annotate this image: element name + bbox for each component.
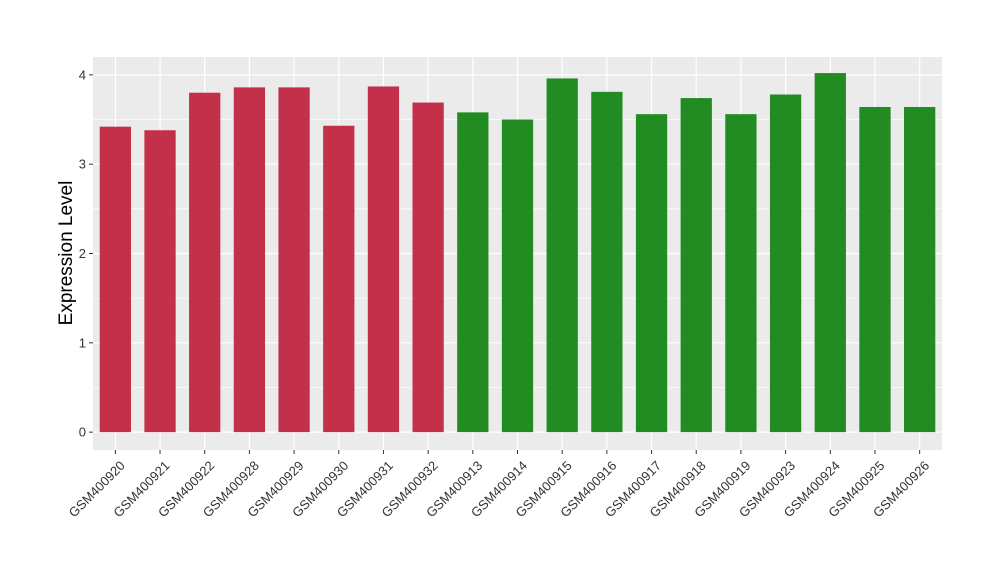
bar-GSM400929 (278, 87, 310, 433)
y-tick-label: 1 (79, 335, 86, 350)
y-tick-label: 0 (79, 425, 86, 440)
bar-GSM400918 (680, 98, 712, 433)
y-axis-title: Expression Level (56, 181, 77, 326)
bar-GSM400913 (457, 112, 489, 433)
bar-GSM400925 (859, 107, 891, 433)
y-tick-label: 2 (79, 246, 86, 261)
bar-GSM400919 (725, 114, 757, 433)
bar-GSM400915 (546, 78, 578, 433)
bars (99, 73, 936, 433)
bar-GSM400920 (99, 126, 131, 433)
bar-GSM400916 (591, 91, 623, 433)
bar-GSM400922 (189, 92, 221, 433)
bar-GSM400930 (323, 125, 355, 433)
bar-GSM400917 (635, 114, 668, 433)
bar-GSM400914 (501, 119, 534, 433)
y-tick-label: 3 (79, 157, 86, 172)
bar-GSM400921 (144, 130, 176, 433)
y-tick-label: 4 (79, 67, 86, 82)
bar-GSM400924 (814, 73, 846, 433)
bar-GSM400932 (412, 102, 444, 433)
x-axis: GSM400920GSM400921GSM400922GSM400928GSM4… (66, 450, 932, 520)
bar-GSM400926 (904, 107, 936, 433)
bar-GSM400931 (367, 86, 400, 433)
bar-GSM400928 (233, 87, 266, 433)
y-axis: 0 1 2 3 4 (79, 67, 93, 440)
bar-GSM400923 (769, 94, 802, 433)
